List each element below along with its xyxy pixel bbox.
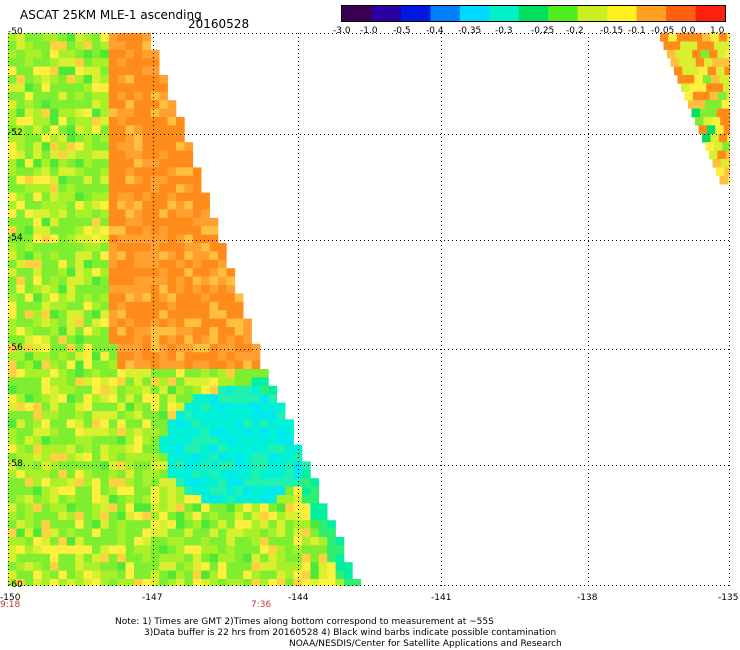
time-label-start: 9:18 bbox=[0, 600, 21, 610]
color-scale-tick-label: 1.0 bbox=[710, 26, 725, 36]
x-label-141: -141 bbox=[431, 593, 452, 603]
x-label-138: -138 bbox=[577, 593, 598, 603]
x-label-144: -144 bbox=[288, 593, 309, 603]
color-scale-swatch bbox=[459, 6, 490, 21]
color-scale-tick-label: -0.2 bbox=[566, 26, 584, 36]
color-scale-swatch bbox=[489, 6, 520, 21]
color-scale-tick-label: -0.3 bbox=[495, 26, 513, 36]
y-label-54: -54 bbox=[8, 233, 23, 243]
color-scale-swatch bbox=[430, 6, 461, 21]
x-label-135: -135 bbox=[718, 593, 739, 603]
color-scale-tick-label: -1.0 bbox=[360, 26, 378, 36]
y-label-58: -58 bbox=[8, 459, 23, 469]
color-scale-swatch bbox=[577, 6, 608, 21]
note-line-2: 3)Data buffer is 22 hrs from 20160528 4)… bbox=[144, 628, 557, 638]
y-label-56: -56 bbox=[8, 343, 23, 353]
color-scale-tick-label: -0.35 bbox=[458, 26, 482, 36]
color-scale-swatch bbox=[548, 6, 579, 21]
color-scale-swatch bbox=[607, 6, 638, 21]
color-scale-tick-label: -0.1 bbox=[628, 26, 646, 36]
map-title: ASCAT 25KM MLE-1 ascending bbox=[20, 8, 202, 22]
color-scale-tick-label: 0.0 bbox=[681, 26, 696, 36]
color-scale-tick-label: -0.25 bbox=[531, 26, 555, 36]
color-scale-swatch bbox=[636, 6, 667, 21]
color-scale-tick-label: -0.4 bbox=[426, 26, 444, 36]
note-line-3: NOAA/NESDIS/Center for Satellite Applica… bbox=[289, 639, 562, 649]
map-date: 20160528 bbox=[188, 17, 250, 31]
scatterometer-swath-map bbox=[8, 33, 730, 586]
x-label-147: -147 bbox=[142, 593, 163, 603]
x-label-150: -150 bbox=[0, 593, 21, 603]
y-label-52: -52 bbox=[8, 128, 23, 138]
time-label-mid: 7:36 bbox=[251, 600, 272, 610]
color-scale-swatch bbox=[518, 6, 549, 21]
color-scale-swatch bbox=[666, 6, 697, 21]
color-scale-swatch bbox=[400, 6, 431, 21]
y-label-60: -60 bbox=[8, 580, 23, 590]
y-label-50: -50 bbox=[8, 27, 23, 37]
color-scale-swatch bbox=[695, 6, 725, 21]
color-scale-tick-label: -3.0 bbox=[333, 26, 351, 36]
color-scale-bar bbox=[341, 5, 726, 22]
color-scale-swatch bbox=[342, 6, 373, 21]
note-line-1: Note: 1) Times are GMT 2)Times along bot… bbox=[115, 617, 494, 627]
color-scale-tick-label: -0.05 bbox=[651, 26, 675, 36]
color-scale-tick-label: -0.15 bbox=[600, 26, 624, 36]
color-scale-swatch bbox=[371, 6, 402, 21]
color-scale-tick-label: -0.5 bbox=[393, 26, 411, 36]
